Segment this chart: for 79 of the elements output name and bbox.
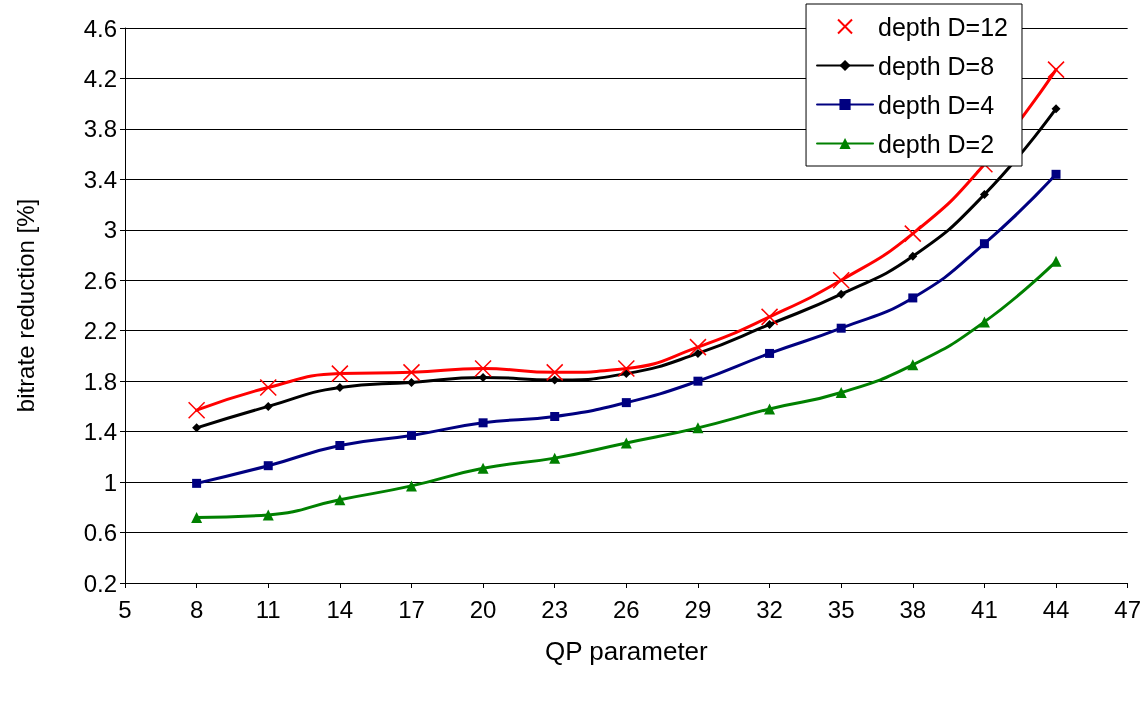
- y-axis-title: bitrate reduction [%]: [11, 198, 39, 413]
- point: [192, 478, 202, 488]
- point: [832, 271, 850, 290]
- point: [693, 376, 703, 386]
- x-tick-label: 8: [189, 595, 204, 623]
- y-tick-label: 4.6: [83, 14, 117, 42]
- point: [262, 509, 274, 521]
- point: [474, 359, 492, 378]
- point: [478, 418, 488, 428]
- point: [978, 316, 990, 328]
- point: [334, 494, 346, 506]
- x-tick-label: 17: [398, 595, 425, 623]
- point: [545, 363, 564, 382]
- point: [693, 348, 703, 358]
- point: [335, 441, 345, 451]
- point: [477, 462, 489, 474]
- point: [617, 359, 636, 378]
- point: [908, 293, 918, 303]
- point: [979, 190, 989, 199]
- point: [764, 403, 776, 415]
- point: [1051, 169, 1061, 179]
- point: [263, 461, 273, 471]
- y-tick-label: 0.6: [83, 519, 117, 547]
- point: [760, 308, 779, 326]
- x-tick-label: 29: [684, 595, 712, 623]
- point: [689, 338, 707, 356]
- point: [765, 319, 775, 329]
- legend-label: depth D=2: [878, 129, 995, 158]
- point: [259, 378, 277, 397]
- point: [620, 437, 632, 449]
- x-tick-label: 20: [469, 595, 497, 623]
- legend-label: depth D=12: [878, 12, 1008, 41]
- x-tick-label: 44: [1042, 595, 1070, 623]
- x-tick-label: 11: [255, 595, 281, 623]
- x-tick-label: 26: [612, 595, 640, 623]
- x-axis-title: QP parameter: [544, 636, 709, 666]
- point: [979, 239, 989, 249]
- point: [835, 387, 847, 399]
- point: [263, 401, 273, 411]
- point: [1047, 60, 1065, 79]
- point: [191, 511, 203, 523]
- y-tick-label: 3: [103, 216, 117, 244]
- point: [402, 363, 421, 382]
- point: [621, 398, 631, 408]
- point: [907, 359, 919, 371]
- x-tick-label: 32: [756, 595, 783, 623]
- point: [765, 348, 775, 358]
- point: [836, 289, 846, 299]
- x-tick-label: 23: [541, 595, 569, 623]
- y-tick-label: 2.2: [83, 317, 117, 345]
- point: [192, 423, 202, 433]
- y-tick-label: 4.2: [83, 64, 117, 92]
- y-tick-label: 1.8: [83, 367, 117, 395]
- point: [692, 422, 704, 434]
- x-tick-label: 35: [827, 595, 855, 623]
- y-tick-label: 0.2: [83, 569, 117, 597]
- point: [331, 364, 349, 383]
- y-tick-label: 2.6: [83, 266, 117, 294]
- y-tick-label: 1: [103, 468, 117, 496]
- point: [405, 480, 417, 492]
- point: [1051, 104, 1061, 114]
- legend-label: depth D=4: [878, 90, 995, 119]
- point: [904, 224, 922, 243]
- y-tick-label: 3.4: [83, 165, 117, 193]
- point: [550, 412, 560, 421]
- point: [549, 452, 561, 464]
- y-tick-label: 3.8: [83, 115, 117, 143]
- y-tick-label: 1.4: [83, 418, 117, 446]
- point: [478, 372, 488, 382]
- x-tick-label: 47: [1114, 595, 1141, 623]
- point: [406, 430, 416, 440]
- x-tick-label: 38: [899, 595, 927, 623]
- x-tick-label: 41: [971, 595, 998, 623]
- x-tick-label: 5: [118, 595, 132, 623]
- legend-label: depth D=8: [878, 51, 995, 80]
- x-tick-label: 14: [326, 595, 354, 623]
- point: [187, 401, 206, 419]
- point: [335, 382, 345, 392]
- point: [836, 323, 846, 333]
